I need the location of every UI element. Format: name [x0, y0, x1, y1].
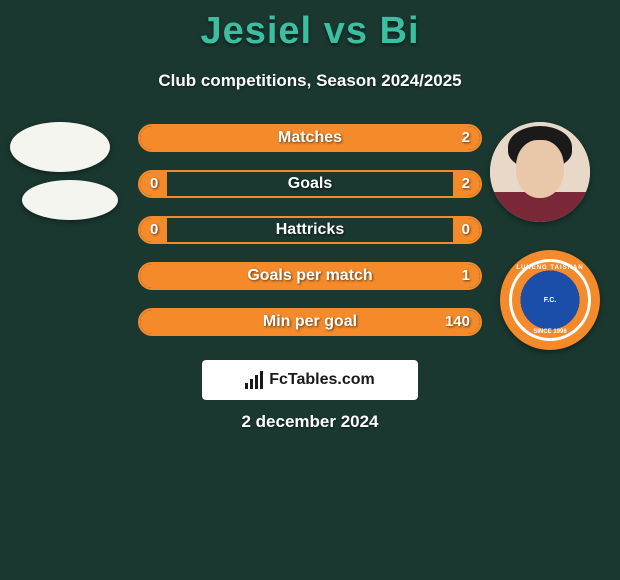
player1-name: Jesiel — [200, 10, 312, 52]
team-ring-bottom: SINCE 1998 — [512, 329, 588, 335]
stat-value-right: 0 — [462, 218, 470, 242]
stat-row: 0Goals2 — [138, 170, 482, 198]
stat-row: Min per goal140 — [138, 308, 482, 336]
stat-value-right: 2 — [462, 126, 470, 150]
stat-rows: Matches20Goals20Hattricks0Goals per matc… — [138, 124, 482, 354]
stat-label: Matches — [140, 126, 480, 150]
bars-icon — [245, 371, 263, 389]
stat-row: Goals per match1 — [138, 262, 482, 290]
stat-label: Min per goal — [140, 310, 480, 334]
site-badge-text: FcTables.com — [269, 371, 375, 389]
stat-label: Hattricks — [140, 218, 480, 242]
date-text: 2 december 2024 — [0, 412, 620, 432]
player1-photo — [10, 122, 110, 172]
team-ring-top: LUNENG TAISHAN — [512, 265, 588, 271]
player1-team-logo — [22, 180, 118, 220]
stat-label: Goals — [140, 172, 480, 196]
vs-text: vs — [324, 10, 368, 52]
comparison-title: Jesiel vs Bi — [0, 0, 620, 53]
site-badge[interactable]: FcTables.com — [202, 360, 418, 400]
stat-row: Matches2 — [138, 124, 482, 152]
player2-team-logo: LUNENG TAISHAN F.C. SINCE 1998 — [500, 250, 600, 350]
stat-row: 0Hattricks0 — [138, 216, 482, 244]
team-crest: LUNENG TAISHAN F.C. SINCE 1998 — [509, 259, 591, 341]
subtitle: Club competitions, Season 2024/2025 — [0, 71, 620, 91]
player2-name: Bi — [380, 10, 420, 52]
stat-value-right: 1 — [462, 264, 470, 288]
stat-value-right: 2 — [462, 172, 470, 196]
player2-face — [490, 122, 590, 222]
team-fc: F.C. — [544, 297, 556, 304]
stat-label: Goals per match — [140, 264, 480, 288]
stat-value-right: 140 — [445, 310, 470, 334]
player2-photo — [490, 122, 590, 222]
